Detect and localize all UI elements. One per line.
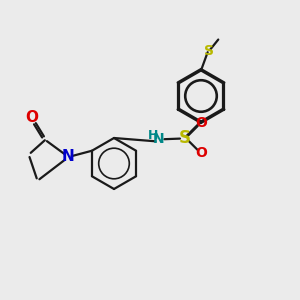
Text: H: H [148, 129, 158, 142]
Text: O: O [196, 146, 208, 160]
Text: N: N [153, 133, 165, 146]
Text: N: N [61, 149, 74, 164]
Text: O: O [196, 116, 208, 130]
Text: S: S [178, 129, 190, 147]
Text: S: S [204, 44, 214, 58]
Text: O: O [26, 110, 38, 125]
